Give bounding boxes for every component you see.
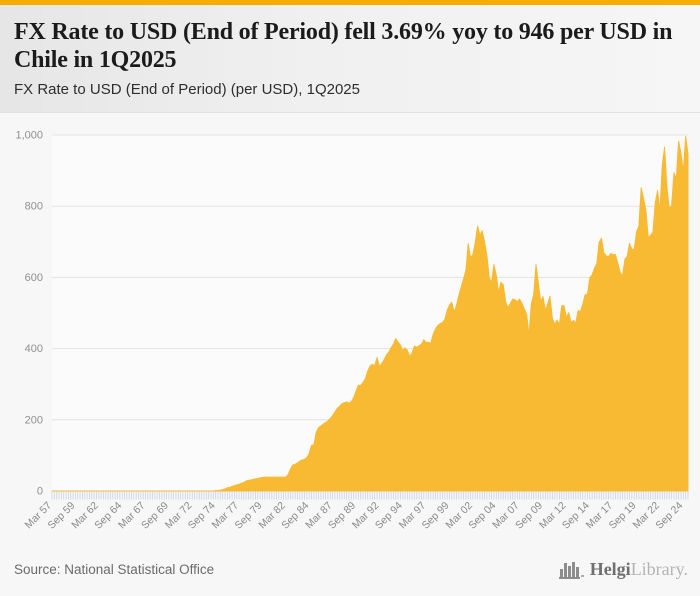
y-axis-label: 200 <box>25 414 43 426</box>
source-text: Source: National Statistical Office <box>14 562 215 577</box>
chart-header: FX Rate to USD (End of Period) fell 3.69… <box>0 5 700 113</box>
y-axis-label: 800 <box>25 201 43 213</box>
chart-area: 0 200 400 600 800 1,000 Mar 57 Sep 59 Mar 62 Sep … <box>0 113 700 546</box>
logo-text-helgi: Helgi <box>589 559 631 579</box>
chart-subtitle: FX Rate to USD (End of Period) (per USD)… <box>14 81 360 99</box>
y-axis-label: 1,000 <box>15 130 43 142</box>
fx-rate-area-series <box>51 135 689 492</box>
helgi-logo-icon <box>558 562 584 579</box>
accent-top-bar <box>0 0 700 5</box>
logo-text-library: Library. <box>630 559 688 579</box>
y-axis-label: 600 <box>25 272 43 284</box>
helgi-library-logo[interactable]: Helgi Library. <box>558 558 688 580</box>
footer: Source: National Statistical Office Helg… <box>0 552 700 596</box>
page-title: FX Rate to USD (End of Period) fell 3.69… <box>14 19 673 74</box>
y-axis-label: 0 <box>37 486 43 498</box>
y-axis-label: 400 <box>25 343 43 355</box>
